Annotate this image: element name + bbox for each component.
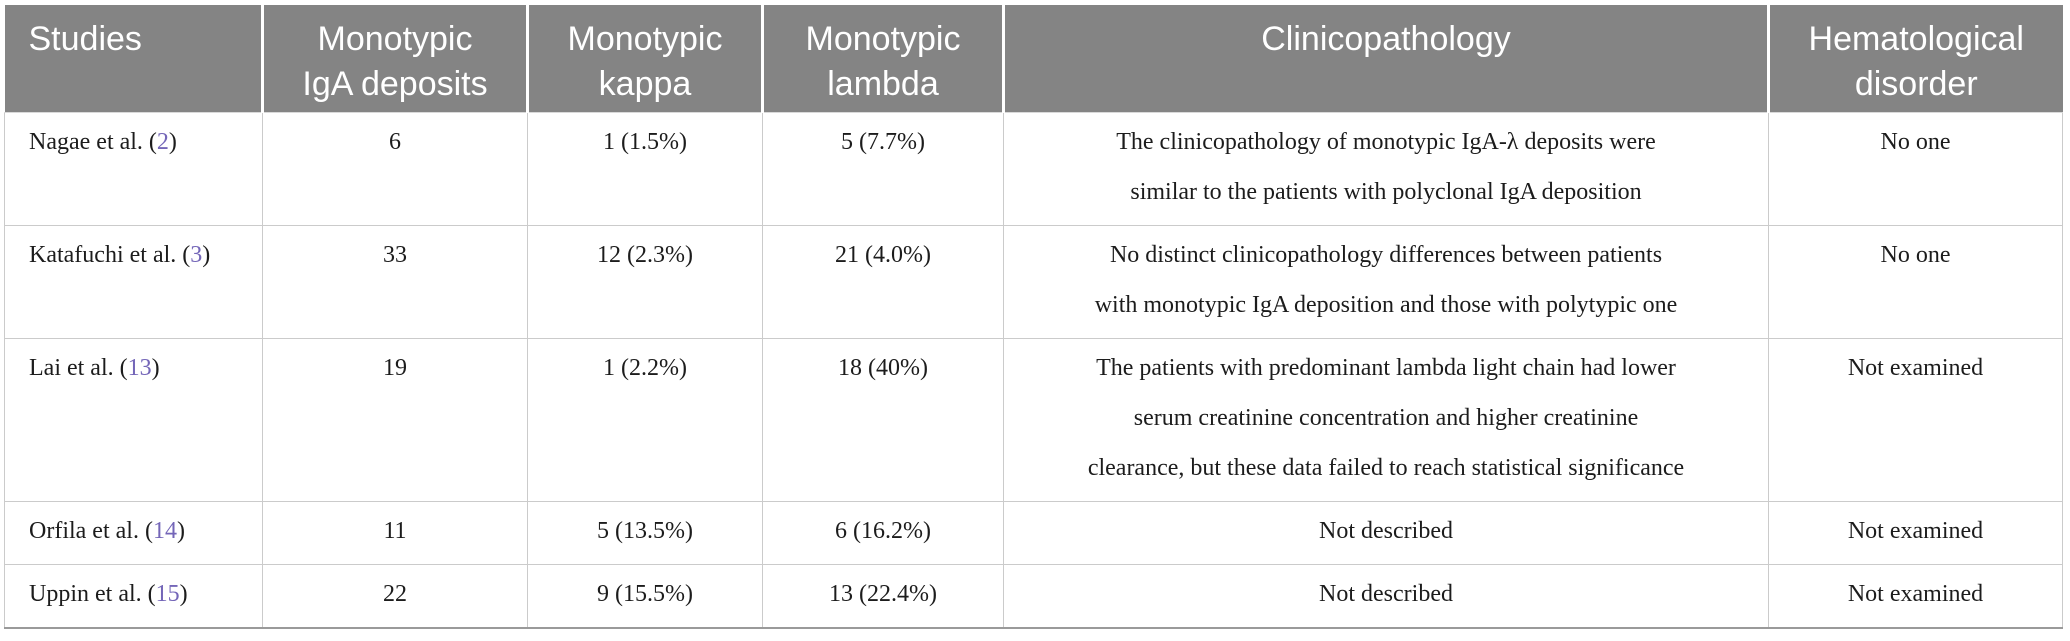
- kappa-cell: 9 (15.5%): [527, 564, 763, 629]
- table-container: Studies Monotypic IgA deposits Monotypic…: [4, 5, 2063, 629]
- study-label: Nagae et al. (: [29, 129, 157, 155]
- lambda-cell: 6 (16.2%): [762, 501, 1004, 565]
- hematological-cell: Not examined: [1768, 564, 2063, 629]
- clinicopathology-cell: Not described: [1003, 501, 1769, 565]
- hematological-cell: No one: [1768, 112, 2063, 226]
- table-row: Orfila et al. (14) 11 5 (13.5%) 6 (16.2%…: [4, 501, 2063, 565]
- lambda-cell: 5 (7.7%): [762, 112, 1004, 226]
- study-label: Uppin et al. (: [29, 581, 156, 607]
- citation-link[interactable]: 3: [190, 242, 203, 268]
- citation-link[interactable]: 13: [127, 355, 152, 381]
- column-header-clinicopathology: Clinicopathology: [1002, 5, 1769, 113]
- study-label-suffix: ): [176, 518, 185, 544]
- table-row: Lai et al. (13) 19 1 (2.2%) 18 (40%) The…: [4, 338, 2063, 502]
- kappa-cell: 1 (1.5%): [527, 112, 763, 226]
- kappa-cell: 5 (13.5%): [527, 501, 763, 565]
- study-label-suffix: ): [168, 129, 177, 155]
- column-header-studies: Studies: [4, 5, 263, 113]
- studies-table: Studies Monotypic IgA deposits Monotypic…: [4, 5, 2063, 629]
- column-header-monotypic-iga-deposits: Monotypic IgA deposits: [261, 5, 528, 113]
- hematological-cell: Not examined: [1768, 501, 2063, 565]
- study-cell: Lai et al. (13): [4, 338, 263, 502]
- citation-link[interactable]: 15: [155, 581, 180, 607]
- column-header-monotypic-lambda: Monotypic lambda: [761, 5, 1004, 113]
- kappa-cell: 12 (2.3%): [527, 225, 763, 339]
- table-row: Uppin et al. (15) 22 9 (15.5%) 13 (22.4%…: [4, 564, 2063, 629]
- study-label-suffix: ): [151, 355, 160, 381]
- study-cell: Katafuchi et al. (3): [4, 225, 263, 339]
- table-header: Studies Monotypic IgA deposits Monotypic…: [4, 5, 2063, 113]
- study-label: Katafuchi et al. (: [29, 242, 191, 268]
- study-label: Lai et al. (: [29, 355, 128, 381]
- table-row: Katafuchi et al. (3) 33 12 (2.3%) 21 (4.…: [4, 225, 2063, 339]
- citation-link[interactable]: 2: [156, 129, 169, 155]
- clinicopathology-cell: The patients with predominant lambda lig…: [1003, 338, 1769, 502]
- iga-deposits-cell: 11: [262, 501, 528, 565]
- study-cell: Nagae et al. (2): [4, 112, 263, 226]
- study-label-suffix: ): [202, 242, 211, 268]
- study-cell: Orfila et al. (14): [4, 501, 263, 565]
- study-cell: Uppin et al. (15): [4, 564, 263, 629]
- citation-link[interactable]: 14: [152, 518, 177, 544]
- hematological-cell: No one: [1768, 225, 2063, 339]
- iga-deposits-cell: 22: [262, 564, 528, 629]
- lambda-cell: 18 (40%): [762, 338, 1004, 502]
- table-body: Nagae et al. (2) 6 1 (1.5%) 5 (7.7%) The…: [4, 112, 2063, 629]
- clinicopathology-cell: Not described: [1003, 564, 1769, 629]
- clinicopathology-cell: The clinicopathology of monotypic IgA-λ …: [1003, 112, 1769, 226]
- lambda-cell: 13 (22.4%): [762, 564, 1004, 629]
- lambda-cell: 21 (4.0%): [762, 225, 1004, 339]
- column-header-hematological-disorder: Hematological disorder: [1767, 5, 2063, 113]
- hematological-cell: Not examined: [1768, 338, 2063, 502]
- study-label-suffix: ): [179, 581, 188, 607]
- iga-deposits-cell: 6: [262, 112, 528, 226]
- header-row: Studies Monotypic IgA deposits Monotypic…: [4, 5, 2063, 113]
- column-header-monotypic-kappa: Monotypic kappa: [526, 5, 763, 113]
- table-row: Nagae et al. (2) 6 1 (1.5%) 5 (7.7%) The…: [4, 112, 2063, 226]
- kappa-cell: 1 (2.2%): [527, 338, 763, 502]
- study-label: Orfila et al. (: [29, 518, 153, 544]
- iga-deposits-cell: 19: [262, 338, 528, 502]
- iga-deposits-cell: 33: [262, 225, 528, 339]
- clinicopathology-cell: No distinct clinicopathology differences…: [1003, 225, 1769, 339]
